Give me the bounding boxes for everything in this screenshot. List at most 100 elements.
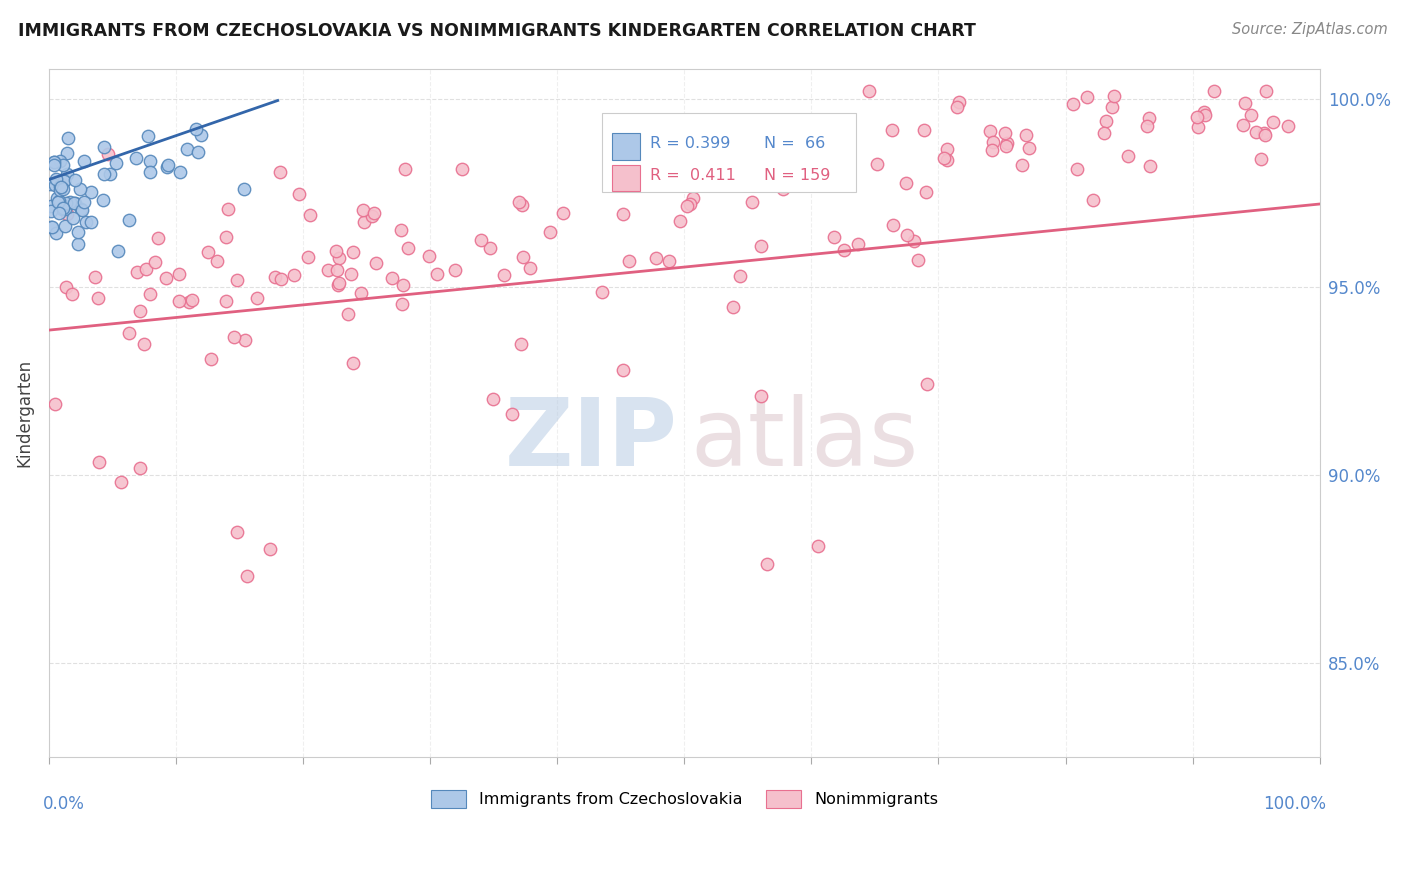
Point — [155, 271, 177, 285]
Point — [45, 171, 67, 186]
Point — [53, 174, 76, 188]
Text: IMMIGRANTS FROM CZECHOSLOVAKIA VS NONIMMIGRANTS KINDERGARTEN CORRELATION CHART: IMMIGRANTS FROM CZECHOSLOVAKIA VS NONIMM… — [18, 22, 976, 40]
Point — [233, 334, 256, 348]
Point — [325, 244, 347, 259]
Point — [882, 218, 904, 232]
Point — [205, 254, 228, 268]
Point — [551, 206, 574, 220]
Point — [69, 202, 91, 216]
Point — [328, 277, 350, 292]
Text: N =  66: N = 66 — [765, 136, 825, 151]
Point — [118, 213, 141, 227]
Point — [444, 263, 467, 277]
Point — [896, 227, 918, 242]
FancyBboxPatch shape — [602, 113, 856, 193]
Point — [342, 244, 364, 259]
Point — [935, 153, 957, 168]
Point — [72, 153, 94, 168]
Point — [932, 151, 955, 165]
Point — [912, 123, 935, 137]
Point — [181, 293, 204, 307]
Text: 0.0%: 0.0% — [42, 795, 84, 814]
Point — [979, 124, 1001, 138]
Point — [143, 255, 166, 269]
Point — [56, 167, 79, 181]
Point — [479, 241, 502, 255]
Point — [86, 291, 108, 305]
Point — [79, 185, 101, 199]
Point — [1253, 126, 1275, 140]
Point — [450, 162, 472, 177]
Point — [361, 209, 384, 223]
Point — [896, 176, 918, 190]
Bar — [612, 134, 640, 160]
Point — [259, 542, 281, 557]
Legend: Immigrants from Czechoslovakia, Nonimmigrants: Immigrants from Czechoslovakia, Nonimmig… — [425, 783, 945, 814]
Point — [903, 234, 925, 248]
Point — [678, 197, 700, 211]
Text: 100.0%: 100.0% — [1263, 795, 1326, 814]
Point — [48, 206, 70, 220]
Point — [741, 194, 763, 209]
Point — [801, 148, 824, 162]
Point — [832, 243, 855, 257]
Point — [48, 178, 70, 193]
Point — [93, 167, 115, 181]
Point — [1244, 125, 1267, 139]
Point — [52, 158, 75, 172]
Point — [1250, 152, 1272, 166]
Point — [269, 165, 291, 179]
Point — [325, 263, 347, 277]
Point — [675, 199, 697, 213]
Point — [190, 128, 212, 142]
Point — [246, 291, 269, 305]
Point — [353, 215, 375, 229]
Point — [1234, 95, 1257, 110]
Point — [110, 475, 132, 489]
Point — [63, 196, 86, 211]
Point — [156, 158, 179, 172]
Point — [139, 164, 162, 178]
Point — [352, 203, 374, 218]
Point — [125, 151, 148, 165]
Point — [59, 194, 82, 209]
Point — [1101, 100, 1123, 114]
Point — [512, 250, 534, 264]
Point — [1194, 108, 1216, 122]
Point — [224, 330, 246, 344]
Point — [44, 178, 66, 192]
Point — [97, 147, 120, 161]
Point — [129, 304, 152, 318]
Point — [1232, 118, 1254, 132]
Point — [1011, 158, 1033, 172]
Point — [340, 267, 363, 281]
Point — [52, 182, 75, 196]
Point — [62, 211, 84, 226]
Point — [69, 182, 91, 196]
Point — [669, 214, 692, 228]
Point — [134, 337, 156, 351]
Point — [105, 156, 128, 170]
Point — [1076, 90, 1098, 104]
Point — [52, 198, 75, 212]
Point — [980, 143, 1002, 157]
Point — [51, 202, 73, 216]
Point — [215, 294, 238, 309]
Point — [60, 287, 83, 301]
Point — [39, 219, 62, 234]
Point — [682, 191, 704, 205]
Point — [44, 397, 66, 411]
Point — [328, 276, 350, 290]
Point — [1277, 119, 1299, 133]
Point — [1095, 113, 1118, 128]
Point — [49, 153, 72, 168]
Point — [914, 185, 936, 199]
Point — [1261, 114, 1284, 128]
Point — [612, 207, 634, 221]
Point — [492, 268, 515, 282]
Point — [1015, 128, 1038, 142]
Point — [394, 162, 416, 177]
Point — [89, 454, 111, 468]
Point — [58, 130, 80, 145]
Point — [49, 180, 72, 194]
